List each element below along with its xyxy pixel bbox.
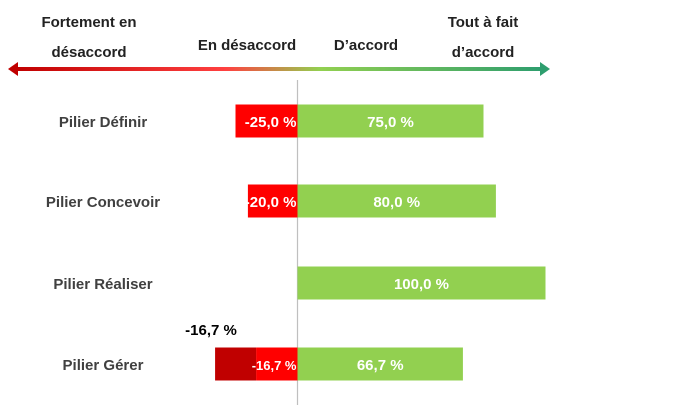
bar-agree — [297, 266, 546, 300]
bar-agree — [297, 184, 496, 218]
scale-label-strongly-agree-line1: Tout à fait — [448, 14, 519, 31]
annotation-label: -16,7 % — [185, 322, 237, 339]
scale-arrow-shaft — [15, 67, 541, 71]
value-label-disagree: -16,7 % — [252, 358, 297, 373]
value-label-agree: 66,7 % — [357, 357, 404, 374]
value-label-agree: 100,0 % — [394, 276, 449, 293]
bar-agree — [297, 104, 484, 138]
value-label-disagree: -25,0 % — [245, 114, 297, 131]
scale-label-disagree: En désaccord — [198, 37, 296, 54]
category-label: Pilier Concevoir — [46, 194, 160, 211]
bar-disagree-shadow — [215, 347, 257, 381]
value-label-disagree: -20,0 % — [245, 194, 297, 211]
bar-agree — [297, 347, 463, 381]
bar-disagree — [256, 347, 298, 381]
scale-label-agree: D’accord — [334, 37, 398, 54]
value-label-agree: 80,0 % — [373, 194, 420, 211]
scale-arrow-left-head — [8, 62, 18, 76]
scale-label-strongly-agree-line2: d’accord — [452, 44, 515, 61]
scale-arrow-right-head — [540, 62, 550, 76]
scale-arrow — [8, 62, 550, 76]
value-labels: 75,0 % -25,0 % 80,0 % -20,0 % 100,0 % 66,7 % -… — [245, 114, 449, 374]
annotations: -16,7 % — [185, 322, 237, 339]
bars-layer — [215, 104, 546, 381]
category-label: Pilier Gérer — [63, 357, 144, 374]
scale-label-strongly-disagree-line1: Fortement en — [41, 14, 136, 31]
scale-labels: Fortement en désaccord En désaccord D’ac… — [41, 14, 518, 61]
category-labels: Pilier Définir Pilier Concevoir Pilier Réa… — [46, 114, 160, 374]
value-label-agree: 75,0 % — [367, 114, 414, 131]
category-label: Pilier Réaliser — [53, 276, 152, 293]
bar-disagree — [247, 184, 298, 218]
bar-disagree — [235, 104, 298, 138]
scale-label-strongly-disagree-line2: désaccord — [51, 44, 126, 61]
category-label: Pilier Définir — [59, 114, 148, 131]
